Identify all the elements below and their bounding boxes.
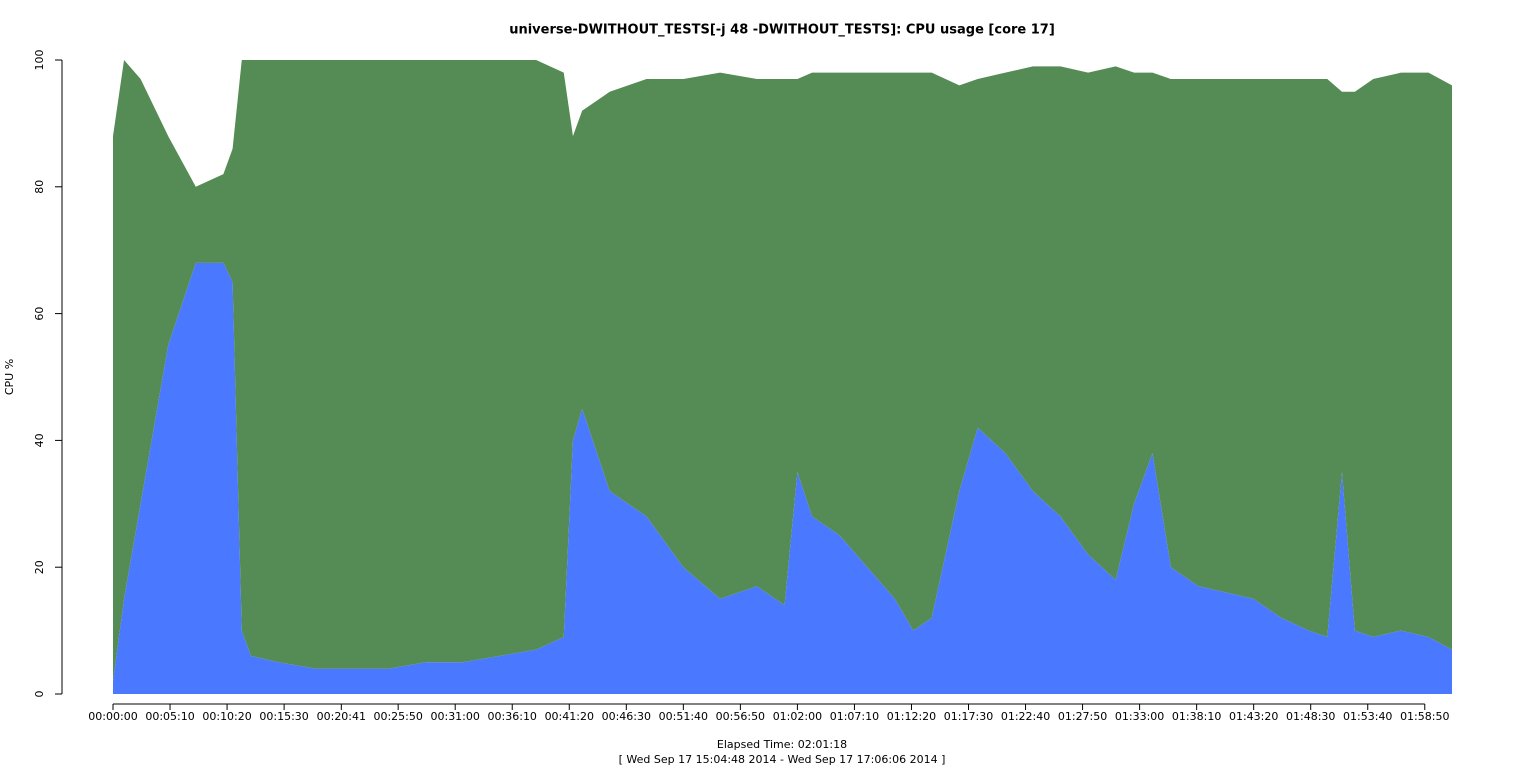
chart-title: universe-DWITHOUT_TESTS[-j 48 -DWITHOUT_… — [509, 23, 1055, 38]
x-tick-label: 00:15:30 — [259, 710, 308, 723]
y-tick-label: 80 — [33, 180, 46, 194]
x-tick-label: 01:43:20 — [1229, 710, 1278, 723]
x-tick-label: 00:41:20 — [545, 710, 594, 723]
x-tick-label: 00:51:40 — [659, 710, 708, 723]
y-tick-label: 0 — [33, 691, 46, 698]
x-tick-label: 01:48:30 — [1286, 710, 1335, 723]
x-tick-label: 01:38:10 — [1172, 710, 1221, 723]
x-tick-label: 00:46:30 — [602, 710, 651, 723]
x-tick-label: 00:20:41 — [317, 710, 366, 723]
x-tick-label: 01:22:40 — [1001, 710, 1050, 723]
x-tick-label: 01:58:50 — [1400, 710, 1449, 723]
x-tick-label: 00:05:10 — [145, 710, 194, 723]
x-tick-label: 01:17:30 — [944, 710, 993, 723]
x-axis-label: Elapsed Time: 02:01:18 — [717, 738, 847, 751]
x-tick-label: 00:31:00 — [430, 710, 479, 723]
x-tick-label: 00:25:50 — [373, 710, 422, 723]
x-tick-label: 01:27:50 — [1058, 710, 1107, 723]
y-tick-label: 100 — [33, 50, 46, 71]
area — [113, 262, 1452, 694]
x-tick-label: 01:07:10 — [830, 710, 879, 723]
subtitle: [ Wed Sep 17 15:04:48 2014 - Wed Sep 17 … — [619, 753, 946, 766]
x-tick-label: 01:53:40 — [1343, 710, 1392, 723]
x-tick-label: 01:12:20 — [887, 710, 936, 723]
area — [113, 60, 1452, 682]
x-tick-label: 00:10:20 — [202, 710, 251, 723]
y-axis-label: CPU % — [3, 359, 16, 395]
y-tick-label: 60 — [33, 307, 46, 321]
x-tick-label: 01:02:00 — [773, 710, 822, 723]
y-tick-label: 40 — [33, 433, 46, 447]
x-tick-label: 01:33:00 — [1115, 710, 1164, 723]
x-tick-label: 00:36:10 — [488, 710, 537, 723]
x-tick-label: 00:00:00 — [88, 710, 137, 723]
y-tick-label: 20 — [33, 560, 46, 574]
x-tick-label: 00:56:50 — [716, 710, 765, 723]
